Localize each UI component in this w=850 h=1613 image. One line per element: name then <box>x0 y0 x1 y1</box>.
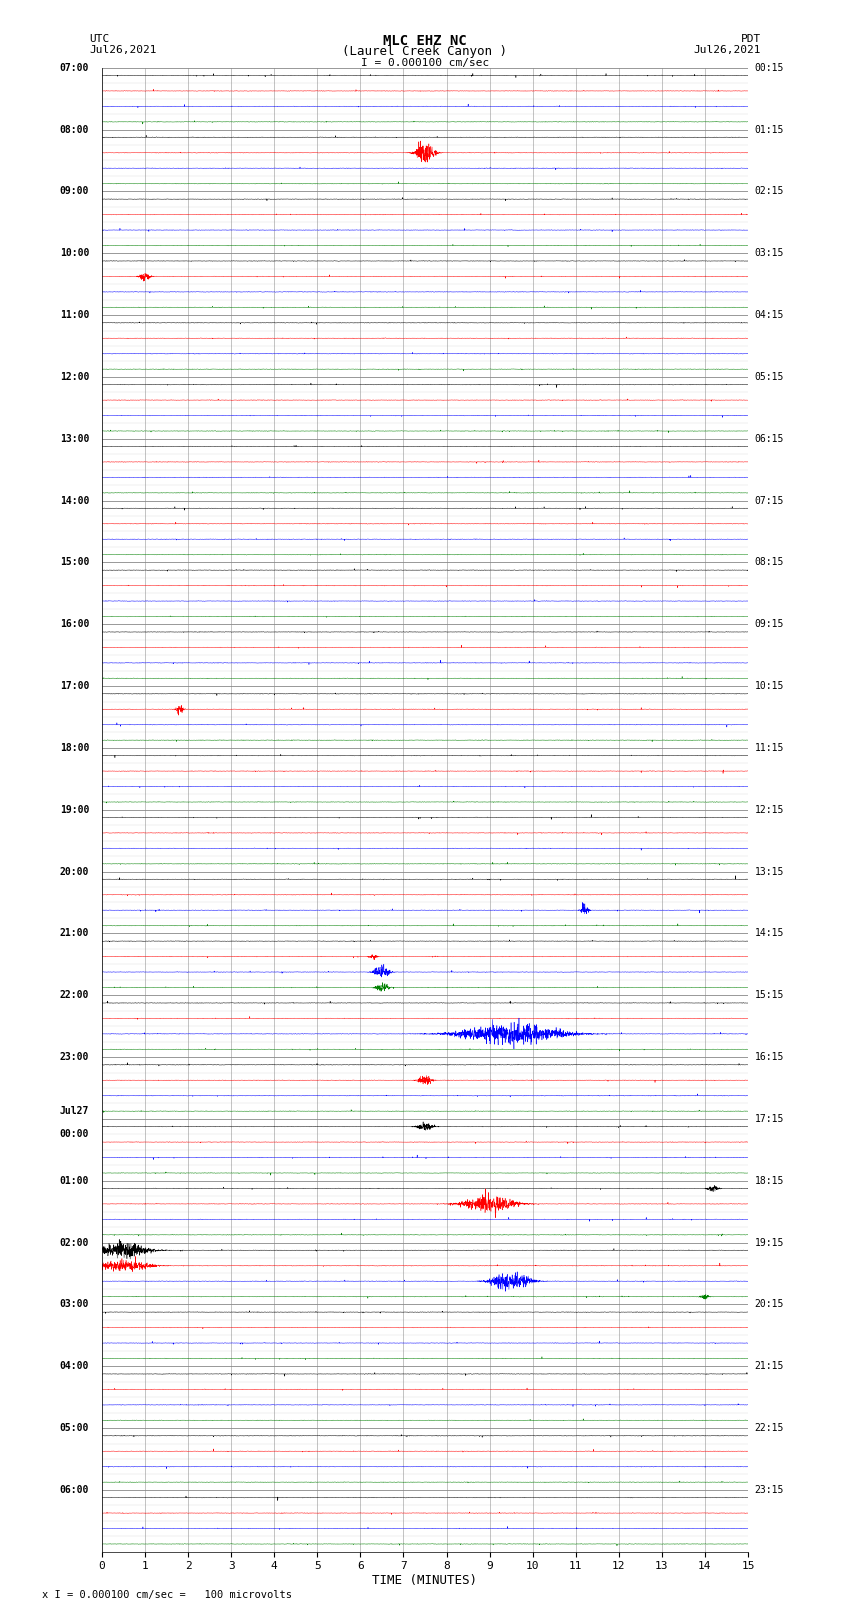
Text: 23:00: 23:00 <box>60 1052 89 1061</box>
Text: (Laurel Creek Canyon ): (Laurel Creek Canyon ) <box>343 45 507 58</box>
Text: 03:15: 03:15 <box>755 248 784 258</box>
Text: 00:15: 00:15 <box>755 63 784 73</box>
Text: 22:00: 22:00 <box>60 990 89 1000</box>
Text: 02:00: 02:00 <box>60 1237 89 1247</box>
Text: 07:15: 07:15 <box>755 495 784 505</box>
Text: 06:15: 06:15 <box>755 434 784 444</box>
Text: 15:15: 15:15 <box>755 990 784 1000</box>
Text: 03:00: 03:00 <box>60 1300 89 1310</box>
Text: 19:15: 19:15 <box>755 1237 784 1247</box>
Text: MLC EHZ NC: MLC EHZ NC <box>383 34 467 48</box>
Text: 19:00: 19:00 <box>60 805 89 815</box>
Text: 02:15: 02:15 <box>755 187 784 197</box>
Text: I = 0.000100 cm/sec: I = 0.000100 cm/sec <box>361 58 489 68</box>
Text: 01:00: 01:00 <box>60 1176 89 1186</box>
Text: 17:15: 17:15 <box>755 1115 784 1124</box>
Text: 14:00: 14:00 <box>60 495 89 505</box>
Text: 05:15: 05:15 <box>755 373 784 382</box>
Text: 18:00: 18:00 <box>60 744 89 753</box>
Text: 09:00: 09:00 <box>60 187 89 197</box>
Text: x I = 0.000100 cm/sec =   100 microvolts: x I = 0.000100 cm/sec = 100 microvolts <box>42 1590 292 1600</box>
Text: 10:15: 10:15 <box>755 681 784 690</box>
Text: 13:00: 13:00 <box>60 434 89 444</box>
Text: 10:00: 10:00 <box>60 248 89 258</box>
Text: 22:15: 22:15 <box>755 1423 784 1432</box>
Text: 15:00: 15:00 <box>60 558 89 568</box>
Text: 00:00: 00:00 <box>60 1129 89 1139</box>
Text: PDT: PDT <box>740 34 761 44</box>
Text: 08:15: 08:15 <box>755 558 784 568</box>
Text: 18:15: 18:15 <box>755 1176 784 1186</box>
Text: 01:15: 01:15 <box>755 124 784 134</box>
Text: 11:00: 11:00 <box>60 310 89 319</box>
Text: 14:15: 14:15 <box>755 929 784 939</box>
Text: 16:00: 16:00 <box>60 619 89 629</box>
Text: 21:15: 21:15 <box>755 1361 784 1371</box>
Text: Jul26,2021: Jul26,2021 <box>694 45 761 55</box>
Text: Jul26,2021: Jul26,2021 <box>89 45 156 55</box>
X-axis label: TIME (MINUTES): TIME (MINUTES) <box>372 1574 478 1587</box>
Text: 11:15: 11:15 <box>755 744 784 753</box>
Text: 12:15: 12:15 <box>755 805 784 815</box>
Text: 20:15: 20:15 <box>755 1300 784 1310</box>
Text: Jul27: Jul27 <box>60 1107 89 1116</box>
Text: 16:15: 16:15 <box>755 1052 784 1061</box>
Text: 21:00: 21:00 <box>60 929 89 939</box>
Text: 06:00: 06:00 <box>60 1486 89 1495</box>
Text: 05:00: 05:00 <box>60 1423 89 1432</box>
Text: 04:00: 04:00 <box>60 1361 89 1371</box>
Text: 08:00: 08:00 <box>60 124 89 134</box>
Text: 09:15: 09:15 <box>755 619 784 629</box>
Text: 17:00: 17:00 <box>60 681 89 690</box>
Text: UTC: UTC <box>89 34 110 44</box>
Text: 04:15: 04:15 <box>755 310 784 319</box>
Text: 23:15: 23:15 <box>755 1486 784 1495</box>
Text: 20:00: 20:00 <box>60 866 89 876</box>
Text: 13:15: 13:15 <box>755 866 784 876</box>
Text: 07:00: 07:00 <box>60 63 89 73</box>
Text: 12:00: 12:00 <box>60 373 89 382</box>
